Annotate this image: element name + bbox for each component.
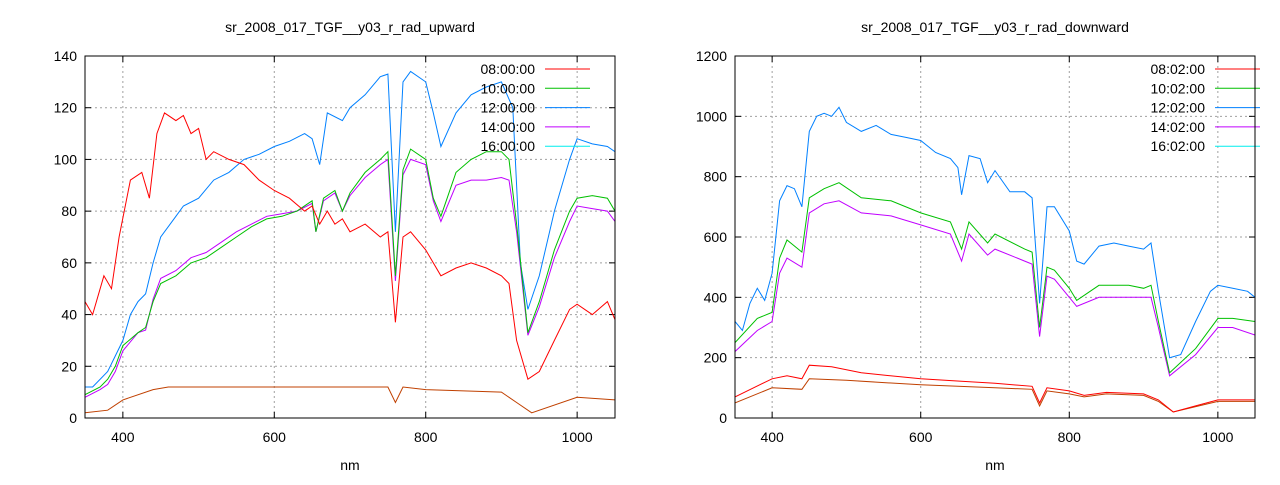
legend-label: 16:00:00 — [481, 138, 536, 154]
y-tick-label: 140 — [54, 48, 78, 64]
x-tick-label: 400 — [111, 429, 135, 445]
legend-label: 10:02:00 — [1151, 80, 1206, 96]
x-tick-label: 800 — [1058, 429, 1082, 445]
y-tick-label: 0 — [719, 410, 727, 426]
y-tick-label: 80 — [61, 203, 77, 219]
y-tick-label: 800 — [704, 169, 728, 185]
y-tick-label: 200 — [704, 350, 728, 366]
x-axis-label: nm — [985, 457, 1004, 473]
x-tick-label: 1000 — [1202, 429, 1233, 445]
y-tick-label: 400 — [704, 289, 728, 305]
legend-label: 08:00:00 — [481, 61, 536, 77]
x-tick-label: 600 — [909, 429, 933, 445]
legend-label: 14:00:00 — [481, 119, 536, 135]
x-axis-label: nm — [340, 457, 359, 473]
y-tick-label: 40 — [61, 307, 77, 323]
chart-2: sr_2008_017_TGF__y03_r_rad_downward 400 60… — [696, 19, 1260, 473]
x-tick-label: 1000 — [562, 429, 593, 445]
series-line-14-02-00 — [735, 200, 1255, 377]
plot-border — [84, 55, 616, 419]
y-tick-label: 1200 — [696, 48, 727, 64]
series-line-12-02-00 — [735, 106, 1255, 359]
series-line-16-02-00 — [735, 378, 1255, 413]
plot-border — [734, 55, 1256, 419]
chart-title: sr_2008_017_TGF__y03_r_rad_downward — [861, 19, 1129, 35]
chart-title: sr_2008_017_TGF__y03_r_rad_upward — [225, 19, 475, 35]
series-line-08-00-00 — [85, 112, 615, 380]
x-tick-label: 600 — [263, 429, 287, 445]
y-tick-label: 60 — [61, 255, 77, 271]
x-tick-label: 800 — [414, 429, 438, 445]
y-tick-label: 1000 — [696, 108, 727, 124]
series-line-14-00-00 — [85, 158, 615, 398]
legend-label: 16:02:00 — [1151, 138, 1206, 154]
y-tick-label: 20 — [61, 358, 77, 374]
series-line-10-02-00 — [735, 182, 1255, 374]
legend-label: 10:00:00 — [481, 80, 536, 96]
y-tick-label: 120 — [54, 100, 78, 116]
legend-label: 14:02:00 — [1151, 119, 1206, 135]
y-tick-label: 600 — [704, 229, 728, 245]
series-line-10-00-00 — [85, 148, 615, 396]
series-line-08-02-00 — [735, 364, 1255, 413]
y-tick-label: 100 — [54, 151, 78, 167]
y-tick-label: 0 — [69, 410, 77, 426]
legend-label: 12:02:00 — [1151, 100, 1206, 116]
legend-label: 12:00:00 — [481, 100, 536, 116]
legend-label: 08:02:00 — [1151, 61, 1206, 77]
series-line-12-00-00 — [85, 70, 615, 388]
series-line-16-00-00 — [85, 386, 615, 414]
x-tick-label: 400 — [760, 429, 784, 445]
